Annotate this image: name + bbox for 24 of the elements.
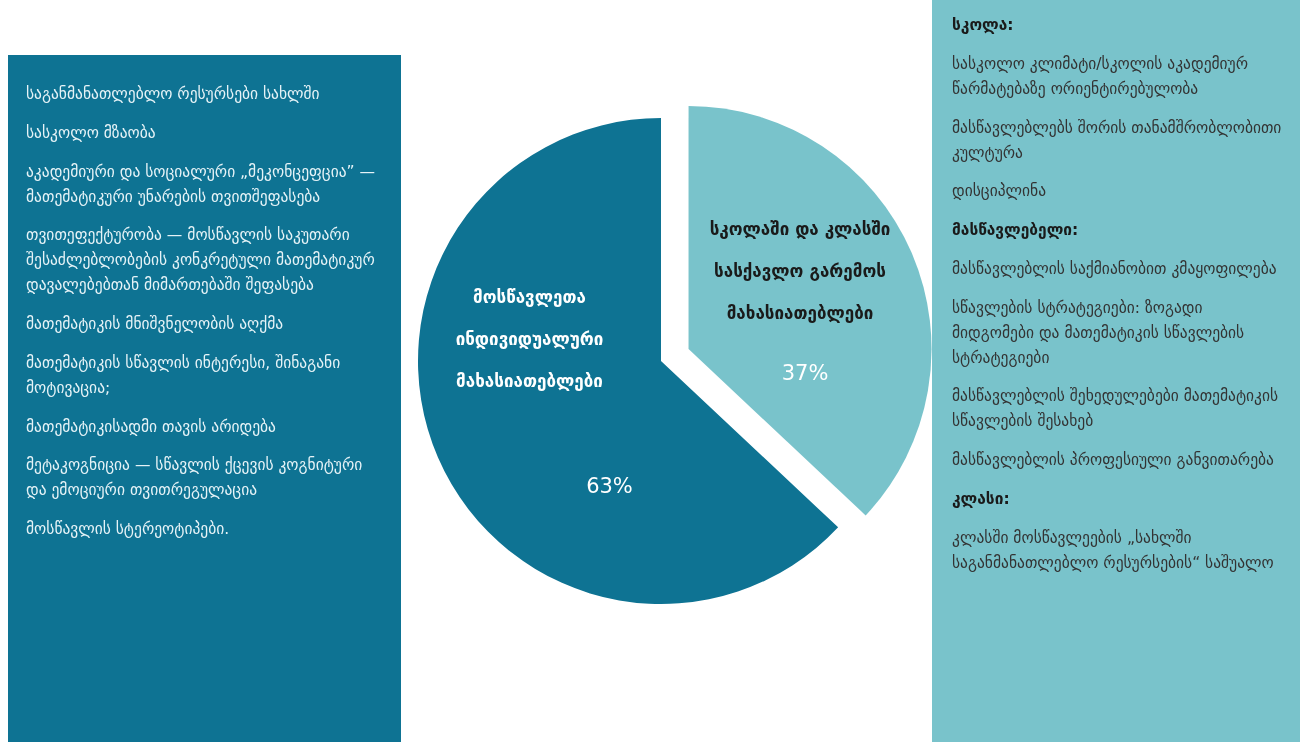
text: მეტაკოგნიცია — სწავლის ქცევის კოგნიტური და ემოციური თვითრეგულაცია [26, 456, 363, 500]
data-label: 37% [781, 360, 829, 385]
text: სწავლების სტრატეგიები: ზოგადი მიდგომები და მათემატიკის სწავლების სტრატეგიები [952, 298, 1245, 367]
text: სასკოლო კლიმატი/სკოლის აკადემიურ წარმატებაზე ორიენტირებულობა [952, 54, 1249, 98]
text: კლასში მოსწავლეების „სახლში საგანმანათლებლო რესურსების“ საშუალო [952, 528, 1274, 572]
text: სასკოლო მზაობა [26, 123, 156, 142]
text: სკოლა: [952, 16, 1014, 34]
text: საგანმანათლებლო რესურსები სახლში [26, 85, 320, 103]
text: კლასი: [952, 489, 1010, 508]
category-label: სკოლაში და კლასში სასქავლო გარემოს მახასიათებლები [709, 218, 891, 323]
text: მათემატიკისადმი თავის არიდება [26, 417, 277, 436]
category-label: მოსწავლეთა ინდივიდუალური მახასიათებლები [455, 287, 604, 392]
text: თვითეფექტურობა — მოსწავლის საკუთარი შესაძლებლობების კონკრეტული მათემატიკურ დავალებებთან მიმართებაში შეფასება [26, 226, 375, 295]
text: მასწავლებლებს შორის თანამშრობლობითი კულტურა [952, 118, 1282, 162]
text: მასწავლებელი: [952, 221, 1079, 239]
data-label: 63% [586, 474, 633, 499]
text: მათემატიკის მნიშვნელობის აღქმა [26, 315, 284, 333]
text: მასწავლებლის საქმიანობით კმაყოფილება [952, 259, 1277, 278]
text: მასწავლებლის შეხედულებები მათემატიკის სწავლების შესახებ [952, 387, 1279, 431]
text: აკადემიური და სოციალური „მეკონცეფცია” — მათემატიკური უნარების თვითშეფასება [26, 162, 376, 206]
text: დისციპლინა [952, 182, 1047, 201]
text: მოსწავლის სტერეოტიპები. [26, 520, 230, 538]
text: მასწავლებლის პროფესიული განვითარება [952, 451, 1275, 469]
text: მათემატიკის სწავლის ინტერესი, შინაგანი მოტივაცია; [26, 353, 341, 397]
